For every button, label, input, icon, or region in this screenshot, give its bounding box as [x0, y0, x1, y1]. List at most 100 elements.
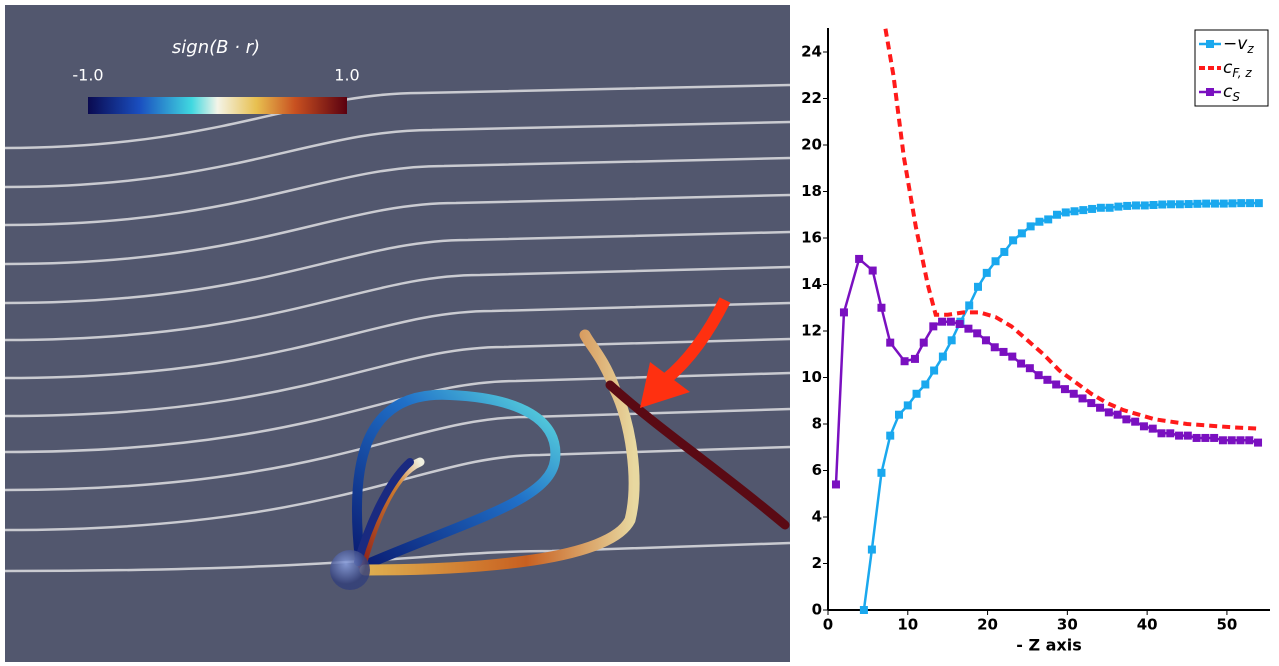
- series-marker: [1035, 371, 1043, 379]
- y-tick-label: 22: [801, 89, 822, 107]
- series-marker: [939, 353, 947, 361]
- x-tick-label: 40: [1137, 616, 1158, 634]
- series-marker: [1211, 200, 1219, 208]
- series-marker: [868, 546, 876, 554]
- series-marker: [964, 325, 972, 333]
- series-marker: [1228, 436, 1236, 444]
- series-marker: [1202, 200, 1210, 208]
- series-marker: [1105, 408, 1113, 416]
- series-marker: [1044, 215, 1052, 223]
- series-marker: [1017, 360, 1025, 368]
- series-marker: [895, 411, 903, 419]
- series-marker: [956, 320, 964, 328]
- series-marker: [1088, 205, 1096, 213]
- series-marker: [1087, 399, 1095, 407]
- series-marker: [901, 357, 909, 365]
- series-marker: [947, 318, 955, 326]
- series-marker: [1184, 432, 1192, 440]
- x-tick-label: 20: [977, 616, 998, 634]
- series-marker: [877, 469, 885, 477]
- series-marker: [1096, 404, 1104, 412]
- series-marker: [1053, 211, 1061, 219]
- series-marker: [1237, 199, 1245, 207]
- sphere: [330, 550, 370, 590]
- series-marker: [904, 401, 912, 409]
- series-marker: [1122, 415, 1130, 423]
- y-tick-label: 10: [801, 368, 822, 386]
- series-marker: [1193, 434, 1201, 442]
- series-marker: [1132, 201, 1140, 209]
- legend-subscript: z: [1246, 42, 1254, 56]
- series-marker: [1236, 436, 1244, 444]
- figure: sign(B · r) -1.01.0024681012141618202224…: [0, 0, 1279, 662]
- x-axis-label: - Z axis: [1016, 636, 1082, 655]
- series-marker: [1167, 200, 1175, 208]
- series-marker: [877, 304, 885, 312]
- series-marker: [1027, 222, 1035, 230]
- series-marker: [1043, 376, 1051, 384]
- series-marker: [913, 390, 921, 398]
- series-marker: [1035, 218, 1043, 226]
- colorbar-title: sign(B · r): [172, 37, 260, 58]
- colorbar-tick-label: 1.0: [334, 66, 359, 85]
- series-marker: [1150, 201, 1158, 209]
- series-marker: [911, 355, 919, 363]
- colorbar-tick-label: -1.0: [72, 66, 103, 85]
- series-marker: [1062, 208, 1070, 216]
- series-marker: [929, 322, 937, 330]
- series-marker: [886, 339, 894, 347]
- series-marker: [973, 329, 981, 337]
- series-marker: [886, 432, 894, 440]
- series-marker: [840, 308, 848, 316]
- series-marker: [855, 255, 863, 263]
- series-marker: [1229, 199, 1237, 207]
- series-marker: [1158, 201, 1166, 209]
- series-marker: [1061, 385, 1069, 393]
- series-marker: [1052, 380, 1060, 388]
- series-marker: [965, 301, 973, 309]
- series-marker: [1026, 364, 1034, 372]
- x-tick-label: 30: [1057, 616, 1078, 634]
- series-marker: [1219, 436, 1227, 444]
- series-marker: [1245, 436, 1253, 444]
- series-marker: [1009, 236, 1017, 244]
- legend-subscript: F, z: [1232, 66, 1252, 80]
- series-marker: [1114, 203, 1122, 211]
- y-tick-label: 0: [812, 601, 822, 619]
- series-marker: [974, 283, 982, 291]
- series-marker: [1131, 418, 1139, 426]
- series-marker: [938, 318, 946, 326]
- series-marker: [1097, 204, 1105, 212]
- series-marker: [1079, 206, 1087, 214]
- series-marker: [1157, 429, 1165, 437]
- legend-marker: [1206, 40, 1214, 48]
- series-marker: [869, 267, 877, 275]
- series-marker: [1254, 439, 1262, 447]
- y-tick-label: 6: [812, 461, 822, 479]
- series-marker: [1246, 199, 1254, 207]
- y-tick-label: 24: [801, 43, 822, 61]
- series-marker: [1166, 429, 1174, 437]
- series-marker: [920, 339, 928, 347]
- y-tick-label: 12: [801, 322, 822, 340]
- series-marker: [948, 336, 956, 344]
- series-marker: [1141, 201, 1149, 209]
- series-marker: [1175, 432, 1183, 440]
- series-marker: [1123, 202, 1131, 210]
- series-marker: [991, 343, 999, 351]
- legend-marker: [1206, 88, 1214, 96]
- series-marker: [1210, 434, 1218, 442]
- series-marker: [992, 257, 1000, 265]
- series-marker: [1140, 422, 1148, 430]
- series-marker: [1008, 353, 1016, 361]
- series-marker: [1114, 411, 1122, 419]
- series-marker: [1185, 200, 1193, 208]
- series-marker: [930, 367, 938, 375]
- colorbar: [88, 97, 347, 114]
- y-tick-label: 20: [801, 136, 822, 154]
- series-marker: [1193, 200, 1201, 208]
- x-tick-label: 0: [823, 616, 833, 634]
- y-tick-label: 2: [812, 554, 822, 572]
- series-marker: [860, 606, 868, 614]
- series-marker: [982, 336, 990, 344]
